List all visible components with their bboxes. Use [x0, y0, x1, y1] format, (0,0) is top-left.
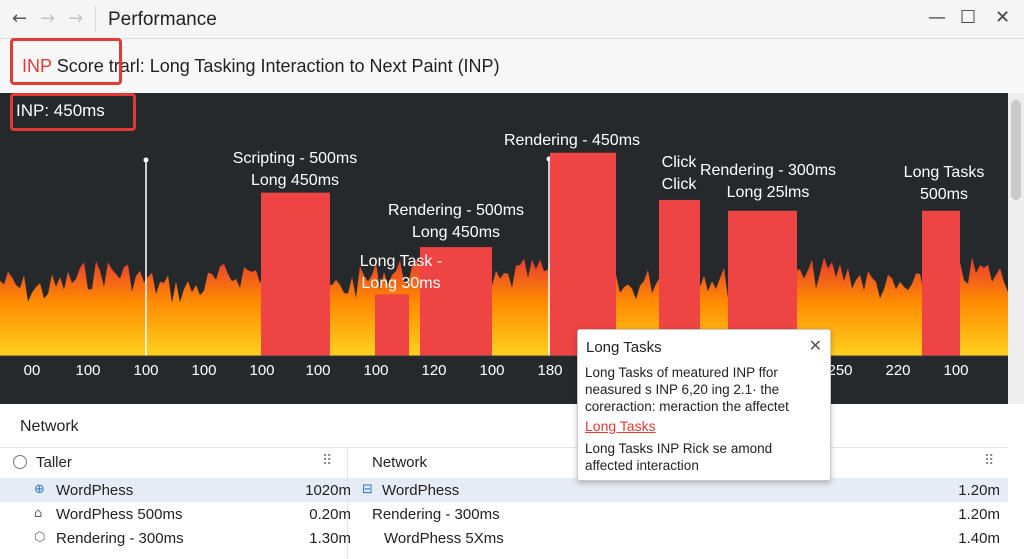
package-icon: ⬡	[34, 530, 46, 545]
titlebar-divider	[95, 6, 96, 32]
page-subtitle: INP Score trarl: Long Tasking Interactio…	[22, 56, 500, 77]
bar-label-line: Long 30ms	[361, 275, 441, 292]
tooltip-body: Long Tasks of meatured INP ffor neasured…	[585, 365, 789, 414]
bar-label-line: Long 450ms	[250, 172, 340, 189]
left-row-value: 0.20m	[309, 506, 351, 523]
bar-label: Rendering - 500ms Long 450ms	[381, 200, 531, 244]
bar-label: Rendering - 300ms Long 25lms	[693, 160, 843, 204]
back-icon[interactable]: ←	[12, 8, 28, 29]
x-tick-label: 180	[537, 362, 563, 379]
bar-label: Click Click	[604, 152, 754, 196]
inp-value: INP: 450ms	[16, 101, 105, 120]
x-tick-label: 100	[479, 362, 505, 379]
tooltip-link[interactable]: Long Tasks	[585, 418, 656, 434]
bar-label-line: Rendering - 500ms	[387, 202, 525, 219]
long-tasks-tooltip: Long Tasks ✕ Long Tasks of meatured INP …	[577, 329, 831, 481]
tooltip-footer: Long Tasks INP Rick se amond affected in…	[585, 441, 773, 473]
inp-label: INP	[22, 56, 52, 76]
close-icon[interactable]: ✕	[808, 336, 822, 355]
bar-label-line: Rendering - 300ms	[699, 162, 837, 179]
x-tick-label: 250	[827, 362, 853, 379]
left-row-value: 1020m	[305, 482, 351, 499]
window-title: Performance	[108, 9, 217, 30]
bar-label: Long Task - Long 30ms	[326, 251, 476, 295]
column-grip-icon[interactable]: ⠿	[322, 452, 332, 468]
bar-label-line: Rendering - 450ms	[503, 132, 641, 149]
globe-icon: ⊕	[34, 482, 45, 497]
bar-label-line: Click	[661, 176, 697, 193]
left-row-value: 1.30m	[309, 530, 351, 547]
bar-label-line: Long Task -	[359, 253, 443, 270]
right-row-name: WordPhess 5Xms	[384, 530, 504, 547]
x-tick-label: 220	[885, 362, 911, 379]
table-row-selected[interactable]	[0, 478, 1008, 502]
bar-label: Rendering - 450ms	[497, 130, 647, 152]
x-tick-label: 100	[249, 362, 275, 379]
network-table-header	[0, 447, 1008, 479]
column-grip-icon-right[interactable]: ⠿	[984, 452, 994, 468]
minimize-icon[interactable]: —	[928, 7, 946, 28]
bar-label: Long Tasks 500ms	[869, 162, 1019, 206]
right-row-name: WordPhess	[382, 482, 460, 499]
right-row-value: 1.20m	[958, 506, 1000, 523]
forward-icon[interactable]: →	[40, 8, 56, 29]
long-task-bar[interactable]	[420, 247, 492, 356]
right-column-header[interactable]: Network	[372, 454, 428, 471]
left-column-header[interactable]: Taller	[36, 454, 72, 471]
x-tick-label: 120	[421, 362, 447, 379]
x-tick-label: 00	[23, 362, 41, 379]
long-task-bar[interactable]	[261, 192, 330, 356]
forward-alt-icon[interactable]: →	[68, 8, 84, 29]
bar-label-line: Long 25lms	[726, 184, 810, 201]
close-icon[interactable]: ✕	[995, 7, 1011, 28]
bar-label-line: 500ms	[919, 186, 969, 203]
flame-activity-band	[0, 257, 1008, 356]
x-tick-label: 100	[363, 362, 389, 379]
x-tick-label: 100	[305, 362, 331, 379]
x-tick-label: 100	[133, 362, 159, 379]
long-task-bar[interactable]	[922, 210, 960, 356]
subtitle-bar	[0, 39, 1024, 93]
subtitle-text: Score trarl: Long Tasking Interaction to…	[51, 56, 500, 76]
inp-highlight-box	[10, 38, 122, 85]
right-row-value: 1.40m	[958, 530, 1000, 547]
long-task-bar[interactable]	[375, 294, 409, 356]
left-row-name: Rendering - 300ms	[56, 530, 184, 547]
x-tick-label: 100	[75, 362, 101, 379]
column-divider	[347, 447, 348, 559]
x-tick-label: 100	[191, 362, 217, 379]
bar-label: Scripting - 500ms Long 450ms	[220, 148, 370, 192]
window-titlebar	[0, 0, 1024, 39]
right-row-value: 1.20m	[958, 482, 1000, 499]
chart-scrollbar-thumb[interactable]	[1011, 100, 1021, 200]
bar-label-line: Scripting - 500ms	[232, 150, 358, 167]
timeline-marker-dot	[143, 157, 149, 163]
left-row-name: WordPhess	[56, 482, 134, 499]
radio-icon[interactable]	[13, 455, 27, 469]
document-icon: ⌂	[34, 506, 43, 521]
bar-label-line: Long 450ms	[411, 224, 501, 241]
left-row-name: WordPhess 500ms	[56, 506, 183, 523]
inp-value-highlight-box	[10, 93, 136, 131]
maximize-icon[interactable]: ☐	[960, 7, 977, 28]
bar-label-line: Click	[661, 154, 697, 171]
tooltip-title: Long Tasks	[586, 339, 662, 356]
bar-label-line: Long Tasks	[903, 164, 985, 181]
server-icon: ⊟	[362, 482, 373, 497]
network-section-title: Network	[20, 418, 79, 435]
x-tick-label: 100	[943, 362, 969, 379]
long-task-bar[interactable]	[550, 152, 616, 356]
right-row-name: Rendering - 300ms	[372, 506, 500, 523]
